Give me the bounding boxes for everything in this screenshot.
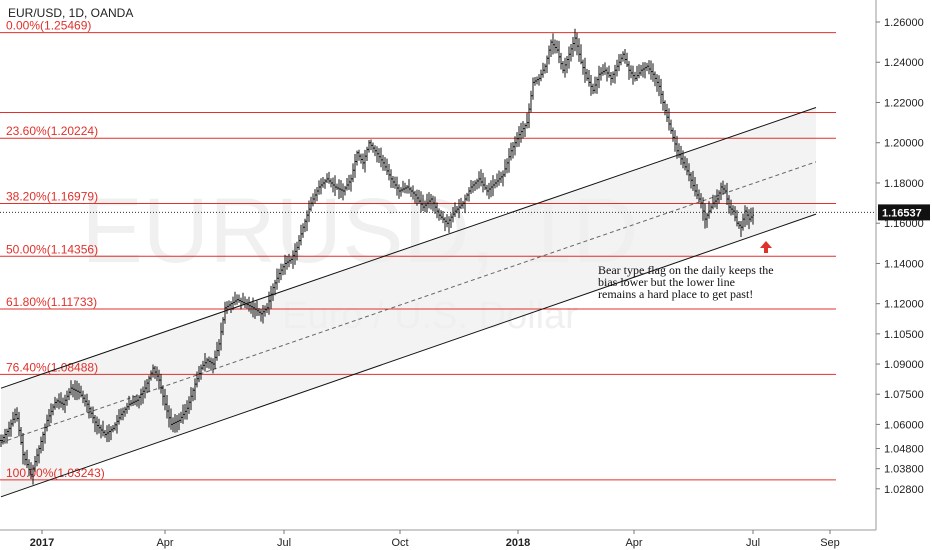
price-axis-tick-label: 1.22000 — [884, 97, 924, 109]
price-axis[interactable]: 1.26000 1.24000 1.22000 1.20000 1.18000 1.160… — [875, 0, 930, 530]
fib-level-label: 23.60%(1.20224) — [6, 124, 98, 138]
price-axis-tick-label: 1.04800 — [884, 444, 924, 456]
fib-level-label: 38.20%(1.16979) — [6, 190, 98, 204]
annotation-line: Bear type flag on the daily keeps the — [598, 263, 774, 277]
time-axis-tick-label: Apr — [156, 537, 173, 549]
time-axis[interactable]: 2017 Apr Jul Oct 2018 Apr Jul Sep — [0, 529, 876, 549]
fib-level-label: 0.00%(1.25469) — [6, 19, 91, 33]
current-price-badge — [878, 204, 930, 221]
time-axis-tick-label: 2017 — [30, 537, 54, 549]
candlestick-series — [0, 28, 754, 485]
time-axis-tick-label: Apr — [625, 537, 642, 549]
price-axis-tick-label: 1.06000 — [884, 419, 924, 431]
red-up-arrow-shape — [760, 241, 772, 253]
annotation-line: remains a hard place to get past! — [598, 287, 754, 301]
price-axis-tick-label: 1.16000 — [884, 218, 924, 230]
price-axis-tick-label: 1.14000 — [884, 258, 924, 270]
price-axis-tick-label: 1.02800 — [884, 484, 924, 496]
annotation-line: bias lower but the lower line — [598, 275, 735, 289]
symbol-title: EUR/USD, 1D, OANDA — [8, 6, 134, 20]
fib-level-label: 61.80%(1.11733) — [6, 295, 97, 309]
time-axis-tick-label: Sep — [820, 537, 840, 549]
time-axis-tick-label: Jul — [277, 537, 291, 549]
price-axis-tick-label: 1.10500 — [884, 329, 924, 341]
chart-annotation: Bear type flag on the daily keeps the bi… — [598, 264, 828, 300]
time-axis-tick-label: Jul — [746, 537, 760, 549]
red-up-arrow-icon — [760, 241, 772, 253]
channel-lower-line — [0, 213, 817, 498]
price-axis-tick-label: 1.12000 — [884, 299, 924, 311]
fib-level-label: 50.00%(1.14356) — [6, 242, 98, 256]
price-axis-tick-label: 1.24000 — [884, 57, 924, 69]
channel-upper-line — [0, 107, 817, 389]
price-axis-tick-label: 1.18000 — [884, 178, 924, 190]
current-price-badge-label: 1.16537 — [882, 207, 922, 219]
time-axis-tick-label: 2018 — [506, 537, 530, 549]
price-axis-tick-label: 1.20000 — [884, 138, 924, 150]
price-axis-tick-label: 1.09000 — [884, 359, 924, 371]
fib-level-label: 76.40%(1.08488) — [6, 360, 98, 374]
price-axis-tick-label: 1.26000 — [884, 17, 924, 29]
price-axis-tick-label: 1.03800 — [884, 464, 924, 476]
time-axis-tick-label: Oct — [391, 537, 408, 549]
price-axis-tick-label: 1.07500 — [884, 389, 924, 401]
